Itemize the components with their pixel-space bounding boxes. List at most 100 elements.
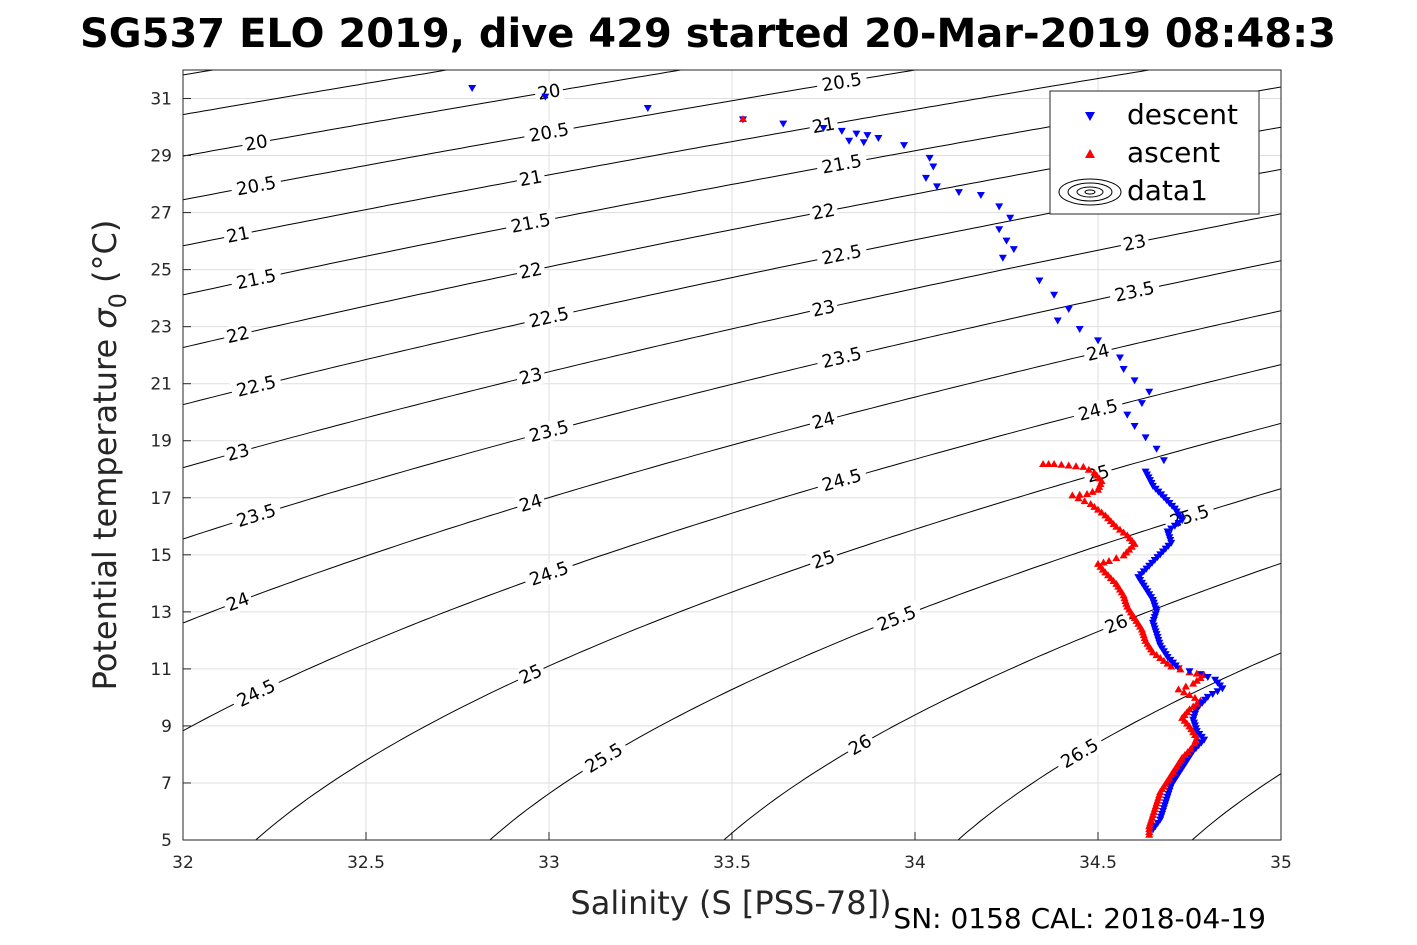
ascent-sample xyxy=(1190,693,1199,701)
y-tick-label: 31 xyxy=(150,90,172,110)
y-tick-label: 27 xyxy=(150,204,172,224)
contour-label-bg xyxy=(1082,339,1114,366)
x-tick-label: 35 xyxy=(1270,853,1292,873)
descent-sample xyxy=(1160,802,1169,810)
x-tick-label: 33.5 xyxy=(713,853,751,873)
contour-label: 22 xyxy=(807,199,840,225)
descent-point xyxy=(1094,337,1102,345)
ascent-sample xyxy=(1057,460,1066,468)
contour-label-bg xyxy=(533,79,565,105)
sigma-contour xyxy=(255,422,1281,840)
grid-lines xyxy=(183,70,1281,840)
contour-label-bg xyxy=(229,370,283,402)
contour-label-bg xyxy=(815,68,869,97)
contour-label-text: 22 xyxy=(517,259,544,284)
contour-label: 21.5 xyxy=(815,149,869,179)
sigma-contour xyxy=(1191,773,1281,840)
descent-sample xyxy=(1185,668,1194,676)
ascent-sample xyxy=(1190,739,1199,747)
descent-sample xyxy=(1151,823,1160,831)
legend-descent-marker xyxy=(1085,112,1095,121)
contour-label: 21 xyxy=(222,222,254,248)
ascent-sample xyxy=(1172,762,1181,770)
ascent-sample xyxy=(1109,576,1118,584)
ascent-sample xyxy=(1180,688,1189,696)
ascent-point xyxy=(1083,490,1092,497)
contour-label-bg xyxy=(221,438,255,466)
descent-point xyxy=(921,174,930,182)
descent-sample xyxy=(1176,768,1185,776)
contour-label-bg xyxy=(515,165,547,191)
x-tick-label: 33 xyxy=(538,853,560,873)
sigma-contour xyxy=(489,488,1281,840)
ascent-point xyxy=(738,114,747,122)
descent-sample xyxy=(1213,688,1222,696)
ascent-point xyxy=(1167,662,1176,670)
contour-label-bg xyxy=(222,222,254,248)
descent-point xyxy=(874,134,883,142)
y-tick-label: 29 xyxy=(150,147,172,167)
y-tick-label: 5 xyxy=(161,831,172,851)
descent-sample xyxy=(1169,779,1178,787)
ascent-sample xyxy=(1080,497,1089,505)
ascent-sample xyxy=(1180,711,1189,719)
ascent-sample xyxy=(1190,730,1199,738)
descent-point xyxy=(1119,365,1128,373)
descent-point xyxy=(1152,445,1161,453)
ascent-sample xyxy=(1084,465,1093,473)
legend-box xyxy=(1049,90,1260,215)
ascent-sample xyxy=(1095,482,1104,490)
descent-point xyxy=(1145,388,1154,396)
ascent-sample xyxy=(1145,827,1154,835)
contour-label-bg xyxy=(522,415,576,448)
ascent-sample xyxy=(1098,565,1107,573)
descent-point xyxy=(819,124,828,132)
ascent-sample xyxy=(1109,519,1118,527)
descent-sample xyxy=(1147,594,1156,602)
y-tick-label: 7 xyxy=(161,774,172,794)
contour-label-bg xyxy=(815,463,869,497)
ascent-sample xyxy=(1192,699,1201,707)
x-axis-ticks: 32 32.5 33 33.5 34 34.5 35 xyxy=(172,832,1292,873)
ascent-sample xyxy=(1115,525,1124,533)
ascent-sample xyxy=(1122,548,1131,556)
descent-point xyxy=(541,93,550,101)
ascent-point xyxy=(1189,679,1198,687)
contour-label-bg xyxy=(815,149,869,179)
ascent-sample xyxy=(1192,676,1201,684)
ascent-sample xyxy=(1189,702,1198,710)
ascent-sample xyxy=(1158,785,1167,793)
y-tick-label: 25 xyxy=(150,261,172,281)
y-tick-label: 9 xyxy=(161,717,172,737)
ascent-sample xyxy=(1119,528,1128,536)
y-axis-label: Potential temperature σ0 (°C) xyxy=(86,220,132,691)
descent-sample xyxy=(1167,525,1176,533)
ascent-sample xyxy=(1074,494,1083,502)
contour-label-bg xyxy=(522,302,576,333)
sigma-contour xyxy=(183,70,450,116)
descent-point xyxy=(954,189,963,197)
contour-label-bg xyxy=(1071,394,1125,427)
ascent-sample xyxy=(1163,659,1172,667)
descent-sample xyxy=(1151,628,1160,636)
contour-label: 23 xyxy=(807,295,840,322)
sigma-contour xyxy=(183,70,684,157)
descent-sample xyxy=(1203,673,1212,681)
descent-sample xyxy=(1139,582,1148,590)
descent-point xyxy=(1050,291,1059,299)
contour-label-bg xyxy=(240,130,272,156)
ascent-point xyxy=(1086,499,1095,507)
descent-point xyxy=(1130,377,1139,385)
sigma-contour xyxy=(723,562,1281,840)
descent-point xyxy=(845,137,854,145)
descent-point xyxy=(1009,246,1018,254)
ascent-point xyxy=(1064,461,1073,469)
descent-sample xyxy=(1171,662,1180,670)
descent-point xyxy=(1053,317,1062,325)
descent-sample xyxy=(1158,548,1167,556)
ascent-sample xyxy=(1140,634,1149,642)
ascent-sample xyxy=(1146,819,1155,827)
contour-label-text: 24 xyxy=(1085,340,1112,366)
ascent-point xyxy=(1174,685,1183,693)
ascent-sample xyxy=(1147,645,1156,653)
